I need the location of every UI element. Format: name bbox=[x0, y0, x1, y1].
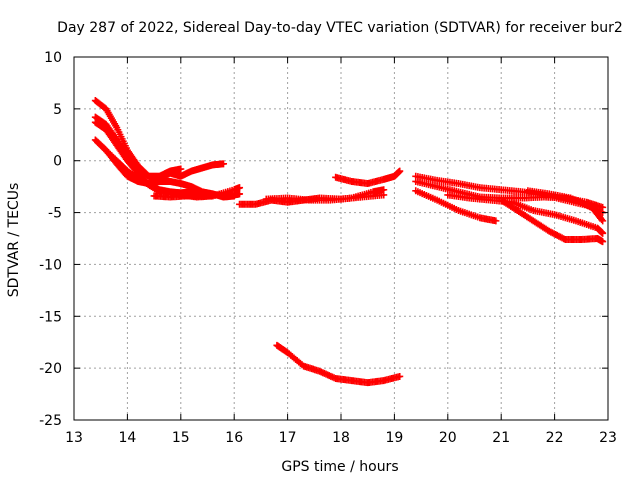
series-track-15 bbox=[497, 196, 607, 246]
chart-title: Day 287 of 2022, Sidereal Day-to-day VTE… bbox=[57, 20, 623, 36]
grid bbox=[74, 57, 608, 420]
y-tick-label: -20 bbox=[39, 361, 62, 377]
data-point bbox=[599, 203, 607, 211]
x-tick-label: 14 bbox=[118, 430, 136, 446]
series-track-10 bbox=[273, 341, 404, 387]
data-point bbox=[599, 238, 607, 246]
y-tick-label: -10 bbox=[39, 257, 62, 273]
x-tick-label: 15 bbox=[172, 430, 190, 446]
y-tick-label: -15 bbox=[39, 309, 62, 325]
y-tick-label: 5 bbox=[53, 102, 62, 118]
series-track-14 bbox=[444, 191, 607, 237]
series-track-9 bbox=[332, 167, 404, 188]
x-axis-label: GPS time / hours bbox=[281, 459, 398, 475]
data-point bbox=[380, 186, 388, 194]
data-point bbox=[236, 184, 244, 192]
axis-ticks: 13 14 15 16 17 18 19 20 21 22 23 -25 -20 -15 -10 -5 0 5 10 bbox=[39, 50, 617, 446]
x-tick-label: 17 bbox=[279, 430, 297, 446]
data-point bbox=[220, 160, 228, 168]
data-point bbox=[599, 229, 607, 237]
series-track-8 bbox=[262, 186, 388, 204]
data-point bbox=[599, 217, 607, 225]
series-track-11 bbox=[412, 172, 607, 217]
data-point bbox=[598, 216, 606, 224]
series-track-16 bbox=[524, 187, 607, 225]
data-point bbox=[396, 372, 404, 380]
series-track-6 bbox=[150, 190, 244, 201]
y-axis-label: SDTVAR / TECUs bbox=[6, 183, 22, 298]
x-tick-label: 22 bbox=[546, 430, 564, 446]
x-tick-label: 20 bbox=[439, 430, 457, 446]
x-tick-label: 18 bbox=[332, 430, 350, 446]
x-tick-label: 19 bbox=[385, 430, 403, 446]
data-point bbox=[396, 167, 404, 175]
y-tick-label: -25 bbox=[39, 413, 62, 429]
data-point bbox=[177, 165, 185, 173]
x-tick-label: 23 bbox=[599, 430, 617, 446]
x-tick-label: 13 bbox=[65, 430, 83, 446]
data-series bbox=[91, 97, 607, 387]
y-tick-label: -5 bbox=[48, 206, 62, 222]
x-tick-label: 16 bbox=[225, 430, 243, 446]
x-tick-label: 21 bbox=[492, 430, 510, 446]
y-tick-label: 0 bbox=[53, 154, 62, 170]
data-point bbox=[492, 217, 500, 225]
data-point bbox=[236, 190, 244, 198]
series-track-13 bbox=[412, 187, 500, 225]
y-tick-label: 10 bbox=[44, 50, 62, 66]
